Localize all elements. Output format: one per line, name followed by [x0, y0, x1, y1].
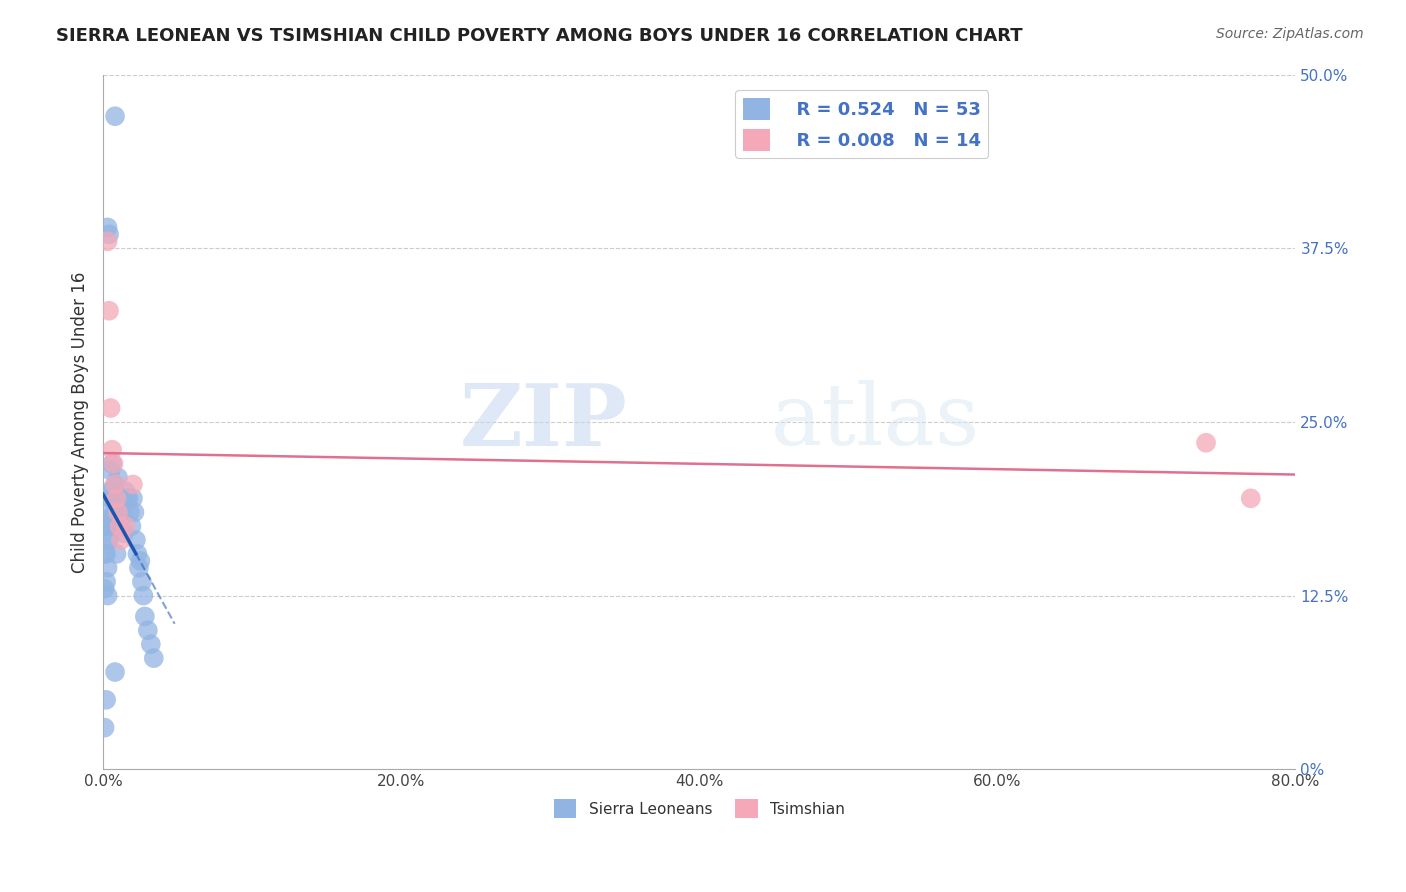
Point	[104, 665, 127, 679]
Point	[98, 227, 121, 242]
Point	[1195, 435, 1218, 450]
Point	[124, 505, 146, 519]
Point	[114, 519, 136, 533]
Point	[104, 477, 127, 491]
Point	[97, 220, 120, 235]
Point	[111, 505, 134, 519]
Point	[94, 574, 117, 589]
Point	[127, 547, 149, 561]
Point	[110, 533, 132, 547]
Point	[107, 470, 129, 484]
Point	[122, 491, 145, 506]
Point	[100, 491, 122, 506]
Point	[101, 442, 124, 457]
Y-axis label: Child Poverty Among Boys Under 16: Child Poverty Among Boys Under 16	[72, 271, 89, 573]
Point	[125, 533, 148, 547]
Point	[105, 491, 128, 506]
Point	[93, 582, 115, 596]
Point	[100, 464, 122, 478]
Point	[94, 547, 117, 561]
Point	[93, 547, 115, 561]
Point	[132, 589, 155, 603]
Point	[136, 624, 159, 638]
Point	[108, 519, 131, 533]
Text: Source: ZipAtlas.com: Source: ZipAtlas.com	[1216, 27, 1364, 41]
Point	[97, 561, 120, 575]
Point	[105, 519, 128, 533]
Point	[115, 491, 138, 506]
Point	[128, 561, 150, 575]
Point	[100, 519, 122, 533]
Point	[122, 477, 145, 491]
Text: atlas: atlas	[770, 380, 980, 464]
Point	[112, 526, 135, 541]
Point	[110, 491, 132, 506]
Legend: Sierra Leoneans, Tsimshian: Sierra Leoneans, Tsimshian	[547, 793, 851, 824]
Point	[120, 519, 142, 533]
Point	[97, 533, 120, 547]
Point	[98, 303, 121, 318]
Point	[139, 637, 162, 651]
Point	[131, 574, 153, 589]
Point	[94, 693, 117, 707]
Point	[103, 519, 125, 533]
Point	[142, 651, 165, 665]
Point	[108, 498, 131, 512]
Point	[1240, 491, 1263, 506]
Point	[98, 505, 121, 519]
Point	[105, 547, 128, 561]
Point	[97, 512, 120, 526]
Point	[104, 109, 127, 123]
Point	[103, 457, 125, 471]
Point	[117, 491, 139, 506]
Point	[94, 519, 117, 533]
Point	[107, 505, 129, 519]
Point	[93, 721, 115, 735]
Point	[101, 484, 124, 499]
Point	[98, 533, 121, 547]
Point	[101, 512, 124, 526]
Point	[118, 505, 141, 519]
Point	[97, 234, 120, 248]
Text: SIERRA LEONEAN VS TSIMSHIAN CHILD POVERTY AMONG BOYS UNDER 16 CORRELATION CHART: SIERRA LEONEAN VS TSIMSHIAN CHILD POVERT…	[56, 27, 1024, 45]
Text: ZIP: ZIP	[460, 380, 627, 464]
Point	[97, 589, 120, 603]
Point	[107, 498, 129, 512]
Point	[129, 554, 152, 568]
Point	[104, 477, 127, 491]
Point	[100, 401, 122, 415]
Point	[134, 609, 156, 624]
Point	[104, 505, 127, 519]
Point	[103, 491, 125, 506]
Point	[114, 484, 136, 499]
Point	[101, 457, 124, 471]
Point	[98, 484, 121, 499]
